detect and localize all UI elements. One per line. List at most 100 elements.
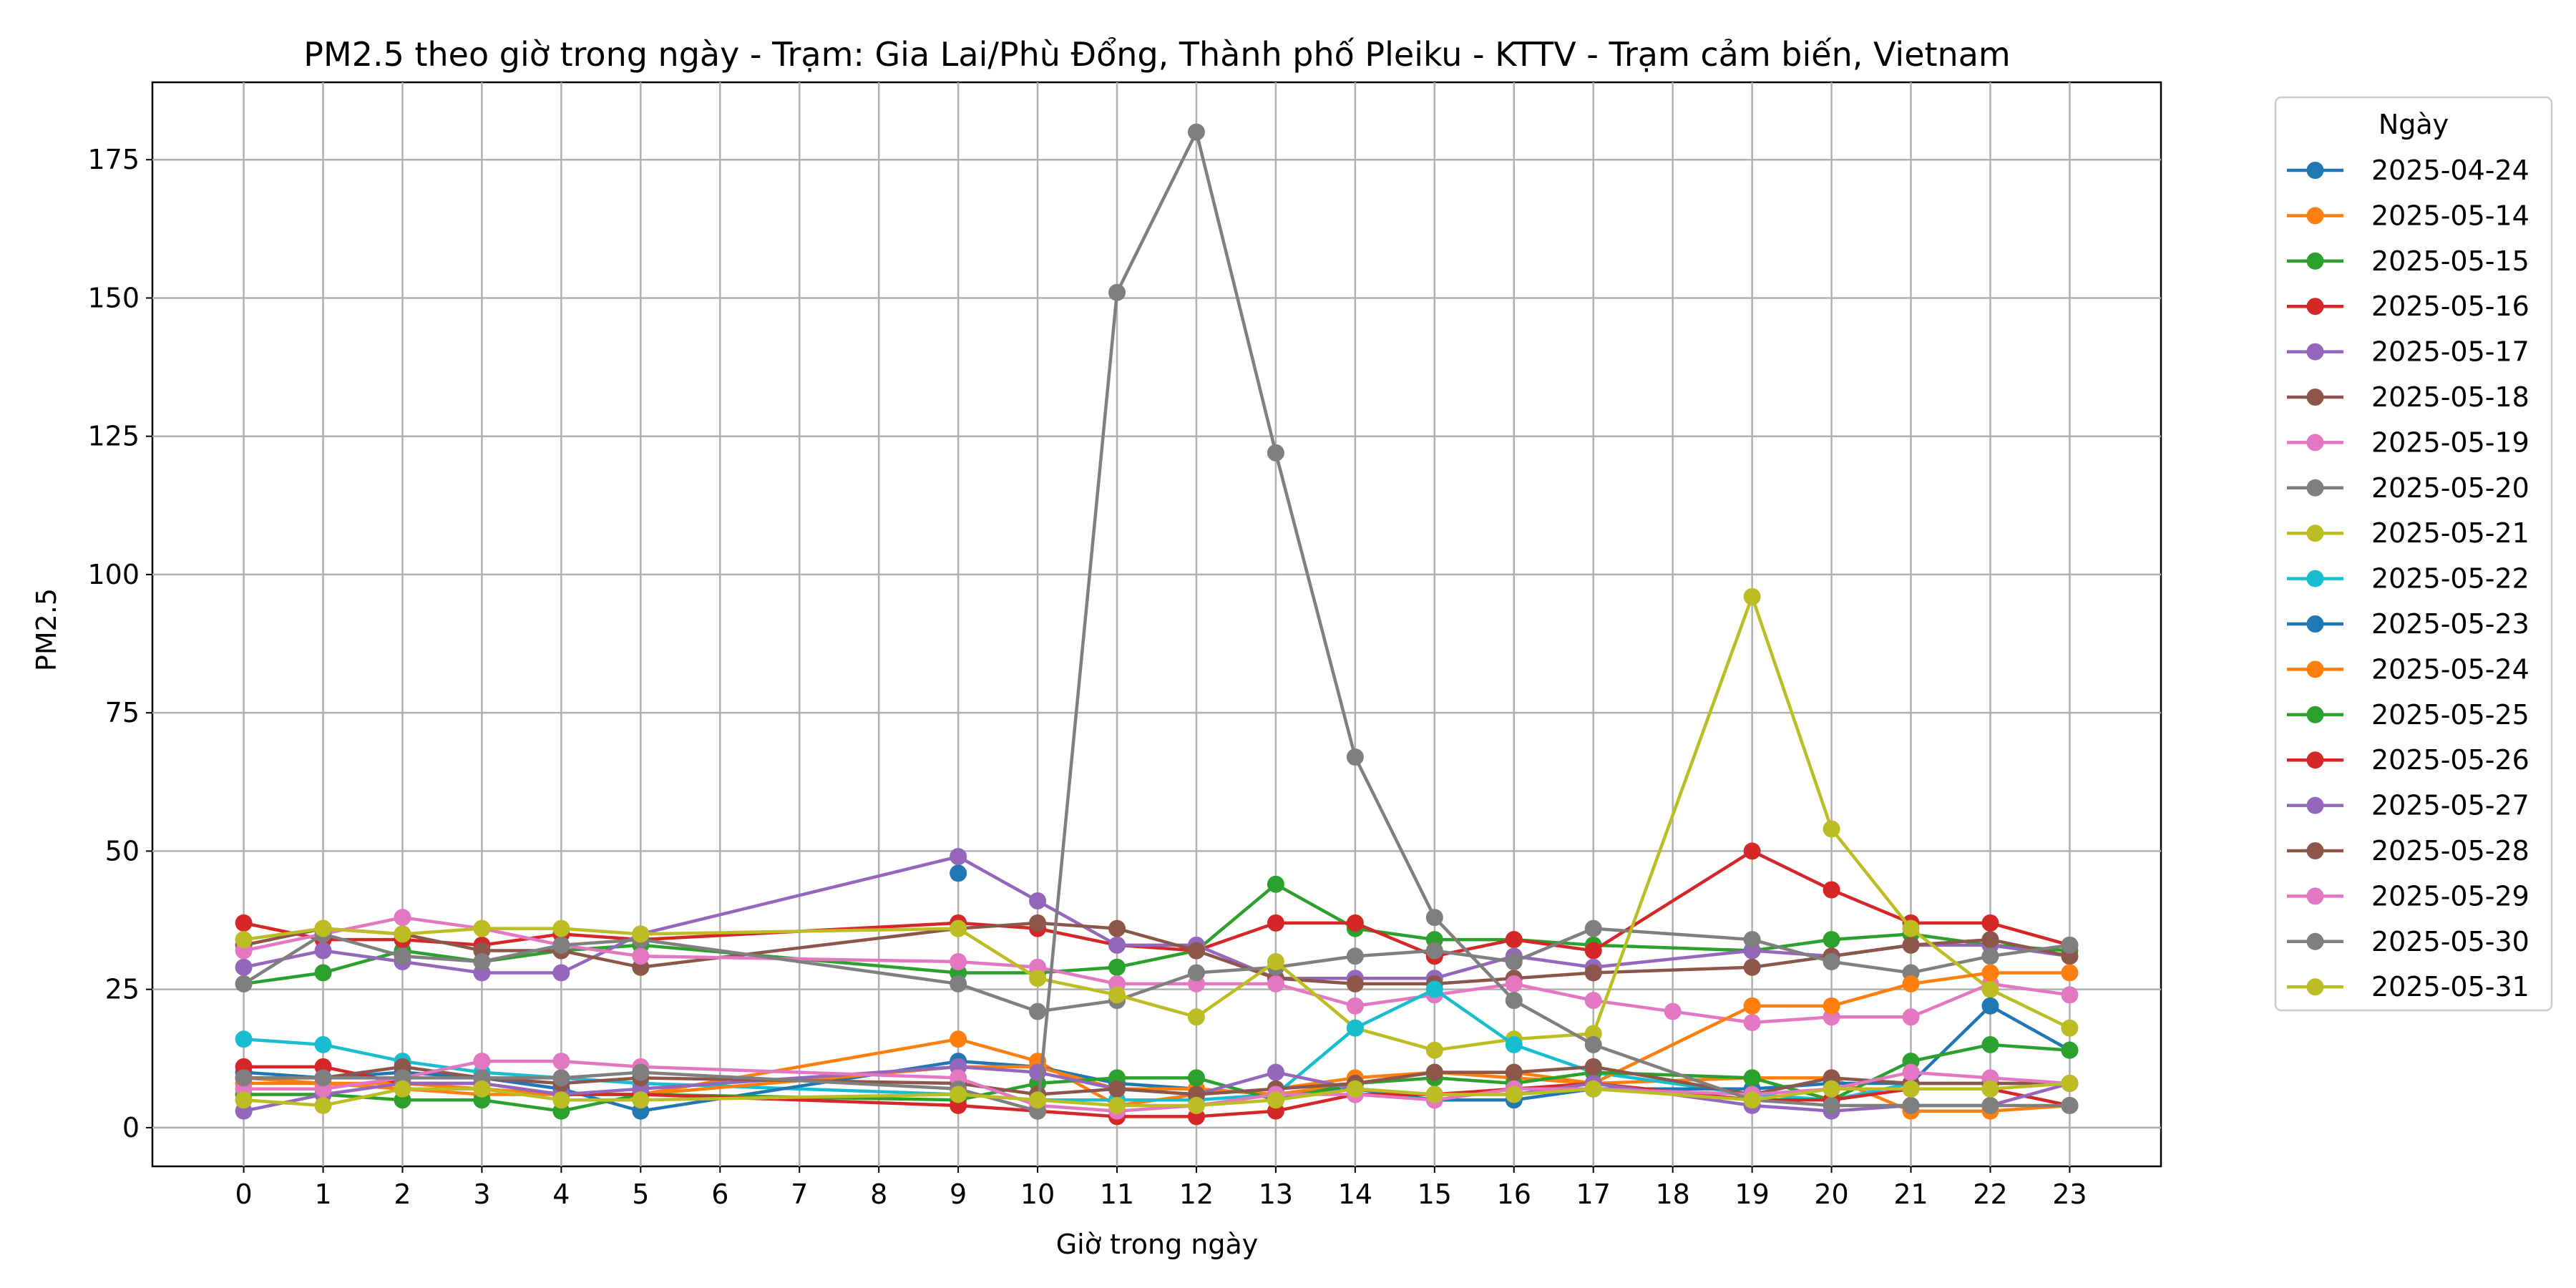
legend-marker bbox=[2306, 479, 2324, 497]
legend-label: 2025-05-26 bbox=[2371, 744, 2529, 776]
data-point bbox=[1346, 1019, 1364, 1037]
legend-label: 2025-05-22 bbox=[2371, 563, 2529, 595]
data-point bbox=[2061, 986, 2079, 1004]
data-point bbox=[1346, 997, 1364, 1015]
y-tick-label: 75 bbox=[105, 697, 140, 728]
x-axis-ticks: 0 1 2 3 4 5 6 7 8 9 10 11 12 13 14 15 16 17 18 19 20 21 22 23 bbox=[235, 1166, 2087, 1210]
y-axis-ticks: 0 25 50 75 100 125 150 175 bbox=[87, 144, 152, 1143]
data-point bbox=[1187, 1069, 1205, 1087]
data-point bbox=[1346, 975, 1364, 992]
data-point bbox=[1425, 909, 1443, 927]
data-point bbox=[1902, 1063, 1920, 1081]
series-2025-05-31 bbox=[235, 1075, 2079, 1114]
data-point bbox=[1902, 936, 1920, 954]
data-point bbox=[1981, 1096, 1999, 1114]
data-point bbox=[950, 919, 967, 937]
data-point bbox=[950, 864, 967, 882]
legend-label: 2025-05-21 bbox=[2371, 517, 2529, 549]
data-point bbox=[1584, 942, 1602, 960]
data-point bbox=[552, 936, 570, 954]
data-point bbox=[394, 909, 411, 927]
x-tick-label: 17 bbox=[1576, 1179, 1611, 1210]
data-point bbox=[1267, 953, 1284, 971]
data-point bbox=[1664, 1002, 1682, 1020]
data-point bbox=[1505, 1085, 1523, 1103]
data-point bbox=[552, 919, 570, 937]
data-point bbox=[1981, 997, 1999, 1015]
data-point bbox=[1823, 997, 1840, 1015]
x-tick-label: 22 bbox=[1973, 1179, 2007, 1210]
series-line bbox=[242, 595, 2072, 1052]
data-point bbox=[1902, 919, 1920, 937]
data-point bbox=[1823, 1080, 1840, 1098]
series-line bbox=[242, 1043, 2072, 1113]
data-point bbox=[235, 1069, 253, 1087]
data-point bbox=[314, 1069, 332, 1087]
data-point bbox=[1505, 953, 1523, 971]
legend-marker bbox=[2306, 615, 2324, 633]
data-point bbox=[1584, 1035, 1602, 1053]
data-point bbox=[235, 975, 253, 992]
data-point bbox=[1346, 914, 1364, 932]
legend-label: 2025-05-28 bbox=[2371, 835, 2529, 867]
data-point bbox=[1505, 1063, 1523, 1081]
data-point bbox=[235, 931, 253, 949]
legend-label: 2025-05-31 bbox=[2371, 971, 2529, 1002]
series-line bbox=[241, 854, 2072, 980]
data-point bbox=[1505, 1035, 1523, 1053]
x-tick-label: 2 bbox=[394, 1179, 411, 1210]
data-point bbox=[1346, 1080, 1364, 1098]
data-point bbox=[1187, 123, 1205, 141]
data-point bbox=[632, 947, 650, 965]
data-point bbox=[1981, 914, 1999, 932]
data-point bbox=[394, 925, 411, 943]
x-tick-label: 6 bbox=[711, 1179, 728, 1210]
data-point bbox=[950, 953, 967, 971]
x-tick-label: 4 bbox=[552, 1179, 570, 1210]
legend-label: 2025-05-25 bbox=[2371, 699, 2529, 731]
data-point bbox=[1902, 1080, 1920, 1098]
x-axis-label: Giờ trong ngày bbox=[1056, 1229, 1259, 1260]
y-axis-label: PM2.5 bbox=[31, 588, 62, 671]
series-2025-04-24 bbox=[950, 864, 967, 882]
data-point bbox=[1743, 1069, 1761, 1087]
series-2025-05-20 bbox=[235, 919, 2079, 1020]
data-point bbox=[1823, 953, 1840, 971]
legend-marker bbox=[2306, 570, 2324, 587]
legend-marker bbox=[2306, 162, 2324, 179]
x-tick-label: 9 bbox=[950, 1179, 967, 1210]
data-point bbox=[1425, 942, 1443, 960]
y-tick-label: 50 bbox=[105, 835, 140, 867]
data-point bbox=[1505, 975, 1523, 992]
legend-marker bbox=[2306, 978, 2324, 996]
chart-title: PM2.5 theo giờ trong ngày - Trạm: Gia La… bbox=[303, 35, 2010, 74]
x-tick-label: 20 bbox=[1814, 1179, 1848, 1210]
legend: Ngày 2025-04-242025-05-142025-05-152025-… bbox=[2274, 96, 2553, 1012]
legend-label: 2025-05-19 bbox=[2371, 426, 2529, 458]
legend-marker bbox=[2306, 706, 2324, 723]
data-point bbox=[473, 919, 491, 937]
series-line bbox=[241, 927, 2072, 1013]
data-point bbox=[1743, 1091, 1761, 1109]
x-tick-label: 0 bbox=[235, 1179, 252, 1210]
data-point bbox=[1108, 1080, 1126, 1098]
x-tick-label: 16 bbox=[1497, 1179, 1531, 1210]
data-point bbox=[1823, 931, 1840, 949]
data-point bbox=[1902, 1008, 1920, 1026]
data-point bbox=[314, 1096, 332, 1114]
legend-marker bbox=[2306, 660, 2324, 678]
plot-area bbox=[151, 81, 2162, 1168]
data-point bbox=[632, 1063, 650, 1081]
legend-marker bbox=[2306, 343, 2324, 361]
data-point bbox=[1902, 1096, 1920, 1114]
data-point bbox=[1584, 1058, 1602, 1075]
legend-title: Ngày bbox=[2379, 109, 2449, 140]
data-point bbox=[1267, 1091, 1284, 1109]
legend-marker bbox=[2306, 525, 2324, 542]
legend-label: 2025-05-29 bbox=[2371, 880, 2529, 912]
legend-marker bbox=[2306, 434, 2324, 452]
y-tick-label: 25 bbox=[105, 974, 140, 1005]
data-point bbox=[1981, 1080, 1999, 1098]
data-point bbox=[1743, 842, 1761, 860]
